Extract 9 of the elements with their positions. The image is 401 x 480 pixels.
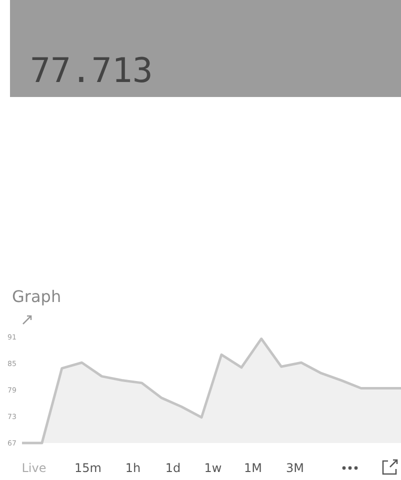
chart-title: Graph xyxy=(12,287,62,306)
text: 1d xyxy=(165,461,181,475)
text: 15m xyxy=(74,461,102,475)
text: 1h xyxy=(125,461,141,475)
text: Live xyxy=(22,461,46,475)
text: 1M xyxy=(244,461,262,475)
text: 77.713 xyxy=(30,51,153,91)
text: 3M xyxy=(286,461,304,475)
text: 1w xyxy=(204,461,222,475)
